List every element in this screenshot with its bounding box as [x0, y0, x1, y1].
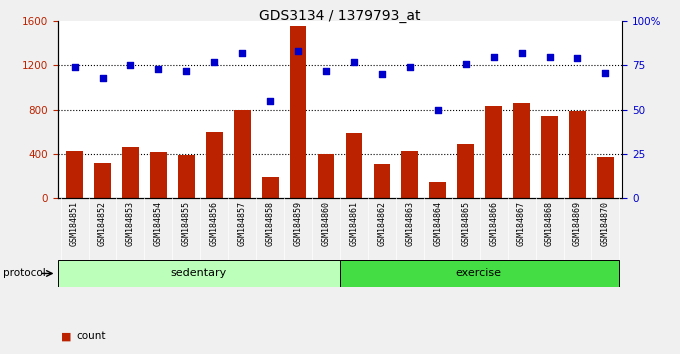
Text: GSM184857: GSM184857 [238, 201, 247, 246]
Text: GSM184869: GSM184869 [573, 201, 582, 246]
Bar [429, 182, 446, 198]
Text: ■: ■ [61, 331, 71, 341]
Point [125, 63, 136, 68]
Bar [340, 260, 619, 287]
Point [181, 68, 192, 74]
Bar [178, 155, 194, 198]
Bar [458, 144, 474, 198]
Bar [94, 164, 111, 198]
Bar [486, 107, 502, 198]
Text: count: count [76, 331, 105, 341]
Text: exercise: exercise [456, 268, 501, 279]
Text: GSM184856: GSM184856 [209, 201, 219, 246]
Text: GSM184864: GSM184864 [433, 201, 442, 246]
Point [377, 72, 388, 77]
Text: protocol: protocol [3, 268, 46, 279]
Text: GSM184853: GSM184853 [126, 201, 135, 246]
Text: GSM184870: GSM184870 [601, 201, 610, 246]
Text: GSM184855: GSM184855 [182, 201, 191, 246]
Point [265, 98, 275, 104]
Point [320, 68, 331, 74]
Bar [373, 164, 390, 198]
Text: GSM184862: GSM184862 [377, 201, 386, 246]
Text: GSM184863: GSM184863 [405, 201, 414, 246]
Text: GSM184854: GSM184854 [154, 201, 163, 246]
Bar [66, 151, 83, 198]
Bar [290, 26, 307, 198]
Text: GSM184858: GSM184858 [266, 201, 275, 246]
Text: sedentary: sedentary [171, 268, 227, 279]
Text: GSM184868: GSM184868 [545, 201, 554, 246]
Bar [401, 151, 418, 198]
Text: GSM184851: GSM184851 [70, 201, 79, 246]
Bar [345, 133, 362, 198]
Point [544, 54, 555, 59]
Bar [58, 260, 340, 287]
Point [432, 107, 443, 113]
Bar [541, 116, 558, 198]
Text: GSM184861: GSM184861 [350, 201, 358, 246]
Point [405, 64, 415, 70]
Text: GSM184865: GSM184865 [461, 201, 471, 246]
Bar [206, 132, 222, 198]
Text: GSM184852: GSM184852 [98, 201, 107, 246]
Bar [597, 157, 614, 198]
Bar [569, 111, 586, 198]
Bar [513, 103, 530, 198]
Bar [150, 152, 167, 198]
Text: GSM184860: GSM184860 [322, 201, 330, 246]
Bar [122, 147, 139, 198]
Bar [234, 110, 251, 198]
Point [153, 66, 164, 72]
Point [237, 50, 248, 56]
Text: GSM184866: GSM184866 [489, 201, 498, 246]
Point [69, 64, 80, 70]
Bar [318, 154, 335, 198]
Point [600, 70, 611, 75]
Text: GSM184859: GSM184859 [294, 201, 303, 246]
Text: GSM184867: GSM184867 [517, 201, 526, 246]
Point [97, 75, 108, 81]
Point [572, 56, 583, 61]
Point [349, 59, 360, 65]
Point [292, 48, 303, 54]
Text: GDS3134 / 1379793_at: GDS3134 / 1379793_at [259, 9, 421, 23]
Point [488, 54, 499, 59]
Point [209, 59, 220, 65]
Point [516, 50, 527, 56]
Point [460, 61, 471, 67]
Bar [262, 177, 279, 198]
